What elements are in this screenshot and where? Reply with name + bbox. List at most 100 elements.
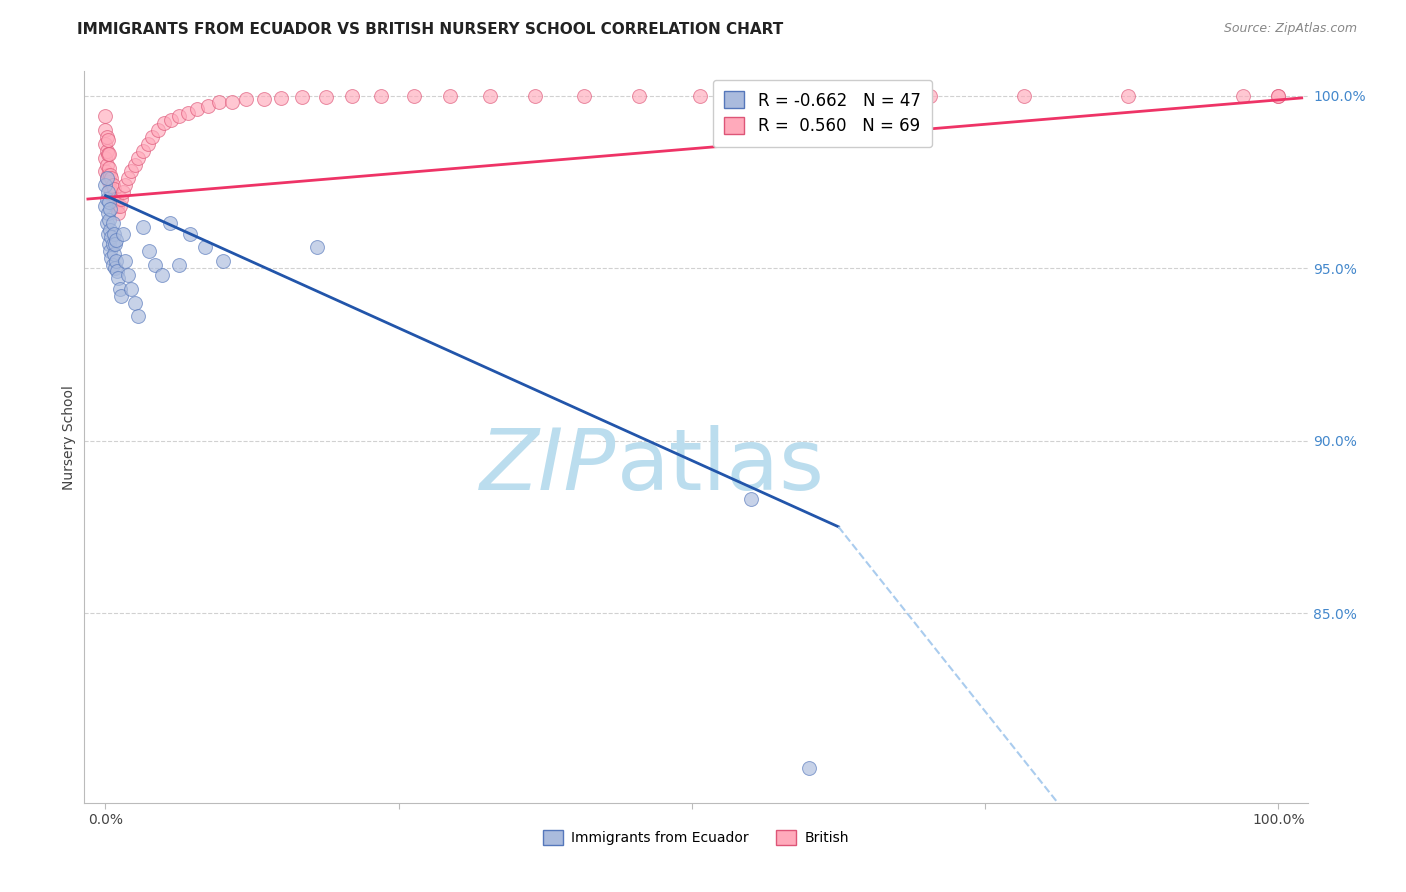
Point (94, 136, 117, 151)
Point (1012, 88, 1035, 103)
Point (479, 88, 502, 103)
Point (797, 761, 820, 775)
Point (127, 151, 149, 165)
Point (101, 192, 124, 206)
Point (160, 112, 183, 127)
Point (98, 161, 121, 175)
Point (97, 168, 120, 182)
Point (96, 171, 118, 186)
Point (97, 227, 120, 241)
Point (105, 234, 128, 248)
Point (315, 89, 337, 103)
Point (94, 109, 117, 123)
Point (105, 199, 128, 213)
Text: atlas: atlas (616, 425, 824, 508)
Point (439, 88, 461, 103)
Point (756, 88, 779, 103)
Point (270, 91, 292, 105)
Point (159, 216, 181, 230)
Point (169, 258, 191, 272)
Point (150, 268, 173, 282)
Point (98, 147, 121, 161)
Point (101, 258, 124, 272)
Point (305, 240, 328, 254)
Point (104, 260, 127, 275)
Point (1232, 88, 1254, 103)
Point (176, 105, 198, 120)
Point (169, 109, 191, 123)
Point (132, 219, 155, 234)
Text: Source: ZipAtlas.com: Source: ZipAtlas.com (1223, 22, 1357, 36)
Point (98, 175, 121, 189)
Legend: Immigrants from Ecuador, British: Immigrants from Ecuador, British (537, 825, 855, 851)
Point (105, 254, 128, 268)
Point (105, 264, 128, 278)
Point (97, 206, 120, 220)
Point (370, 88, 392, 103)
Point (103, 195, 125, 210)
Point (110, 288, 132, 302)
Point (221, 95, 243, 110)
Point (98, 244, 121, 258)
Point (103, 182, 125, 196)
Point (97, 185, 120, 199)
Point (194, 240, 217, 254)
Point (1267, 88, 1289, 103)
Point (100, 185, 122, 199)
Point (523, 88, 546, 103)
Point (94, 151, 117, 165)
Point (689, 88, 711, 103)
Point (124, 157, 146, 171)
Point (138, 244, 160, 258)
Point (98, 223, 121, 237)
Point (108, 199, 131, 213)
Point (127, 310, 149, 324)
Point (186, 103, 208, 117)
Point (101, 216, 124, 230)
Point (114, 254, 136, 268)
Point (94, 178, 117, 193)
Point (208, 95, 231, 110)
Point (291, 90, 314, 104)
Point (136, 136, 159, 151)
Point (107, 271, 129, 285)
Point (120, 164, 142, 178)
Text: ZIP: ZIP (481, 425, 616, 508)
Point (179, 227, 201, 241)
Point (1267, 88, 1289, 103)
Point (96, 192, 118, 206)
Point (100, 230, 122, 244)
Point (100, 251, 122, 265)
Point (834, 88, 856, 103)
Point (98, 182, 121, 196)
Point (103, 247, 125, 261)
Point (628, 88, 651, 103)
Point (108, 282, 131, 296)
Point (1116, 88, 1139, 103)
Point (103, 227, 125, 241)
Point (101, 178, 124, 193)
Point (96, 144, 118, 158)
Point (98, 236, 121, 251)
Point (107, 206, 129, 220)
Point (120, 282, 142, 296)
Point (253, 92, 276, 106)
Point (98, 212, 121, 227)
Point (117, 268, 139, 282)
Point (110, 192, 132, 206)
Point (235, 92, 257, 106)
Point (96, 216, 118, 230)
Point (740, 492, 762, 507)
Point (104, 199, 127, 213)
Point (148, 123, 170, 137)
Point (112, 185, 135, 199)
Point (112, 227, 135, 241)
Point (402, 88, 425, 103)
Point (124, 295, 146, 310)
Point (153, 116, 176, 130)
Point (96, 171, 118, 186)
Point (96, 157, 118, 171)
Point (340, 89, 363, 103)
Point (572, 88, 595, 103)
Point (141, 129, 163, 144)
